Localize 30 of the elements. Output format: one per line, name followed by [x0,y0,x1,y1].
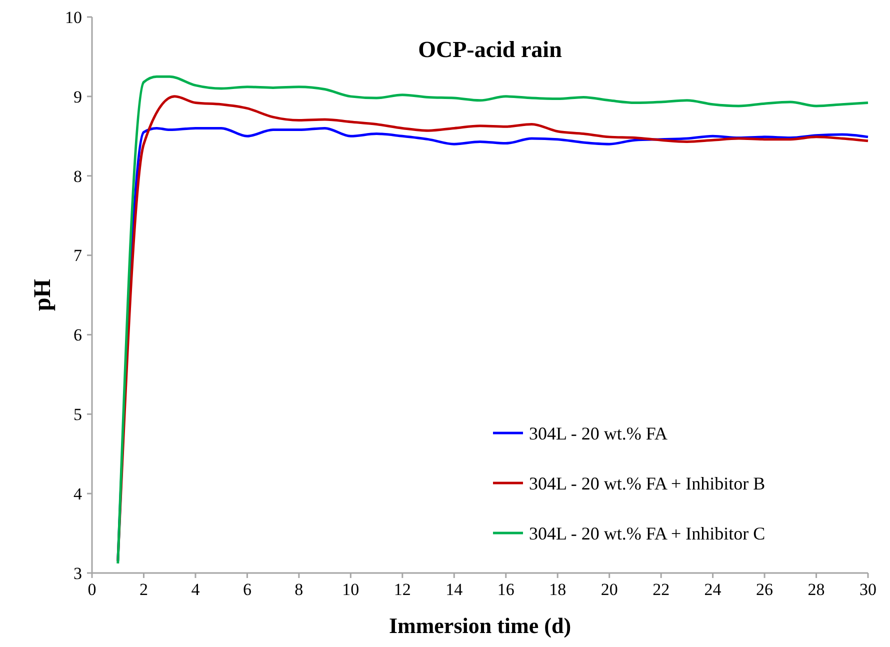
x-tick-label: 0 [88,580,96,599]
y-tick-label: 6 [74,326,82,345]
x-tick-label: 30 [860,580,876,599]
legend-label: 304L - 20 wt.% FA [529,423,668,444]
x-tick-label: 16 [497,580,514,599]
x-tick-label: 12 [394,580,411,599]
y-tick-label: 9 [74,87,82,106]
y-tick-label: 5 [74,405,82,424]
text: OCP-acid rain [418,37,562,62]
x-tick-label: 2 [139,580,148,599]
y-tick-label: 3 [74,564,82,583]
x-tick-label: 26 [756,580,774,599]
x-tick-label: 4 [191,580,200,599]
y-tick-label: 7 [74,246,82,266]
x-tick-label: 18 [549,580,566,599]
x-tick-label: 6 [242,580,252,599]
x-tick-label: 24 [704,580,722,599]
legend-label: 304L - 20 wt.% FA + Inhibitor B [529,473,766,494]
x-axis-title: Immersion time (d) [388,613,572,638]
x-tick-label: 14 [446,580,464,599]
legend-label: 304L - 20 wt.% FA + Inhibitor C [529,523,766,544]
y-tick-label: 10 [65,8,82,27]
y-axis-title: pH [30,278,56,312]
x-tick-label: 28 [808,580,825,599]
y-tick-label: 8 [74,166,82,186]
x-tick-label: 22 [652,580,670,599]
x-tick-label: 10 [342,580,360,599]
x-tick-label: 8 [294,580,304,599]
y-tick-label: 4 [74,484,82,504]
x-tick-label: 20 [600,580,618,599]
